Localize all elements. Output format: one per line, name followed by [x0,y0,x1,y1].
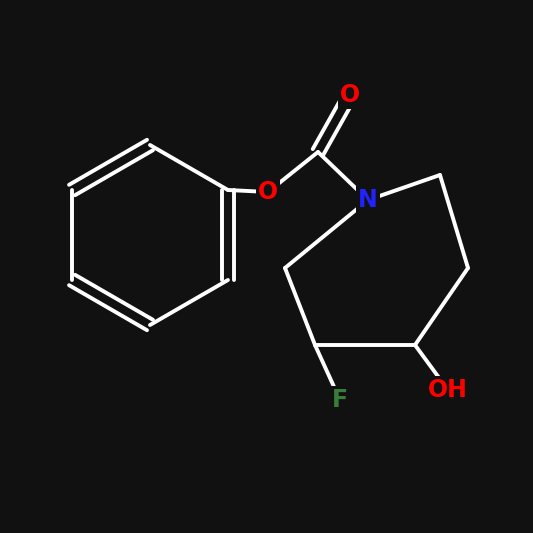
Text: O: O [340,83,360,107]
Text: O: O [258,180,278,204]
Text: N: N [358,188,378,212]
Text: F: F [332,388,348,412]
Text: OH: OH [428,378,468,402]
